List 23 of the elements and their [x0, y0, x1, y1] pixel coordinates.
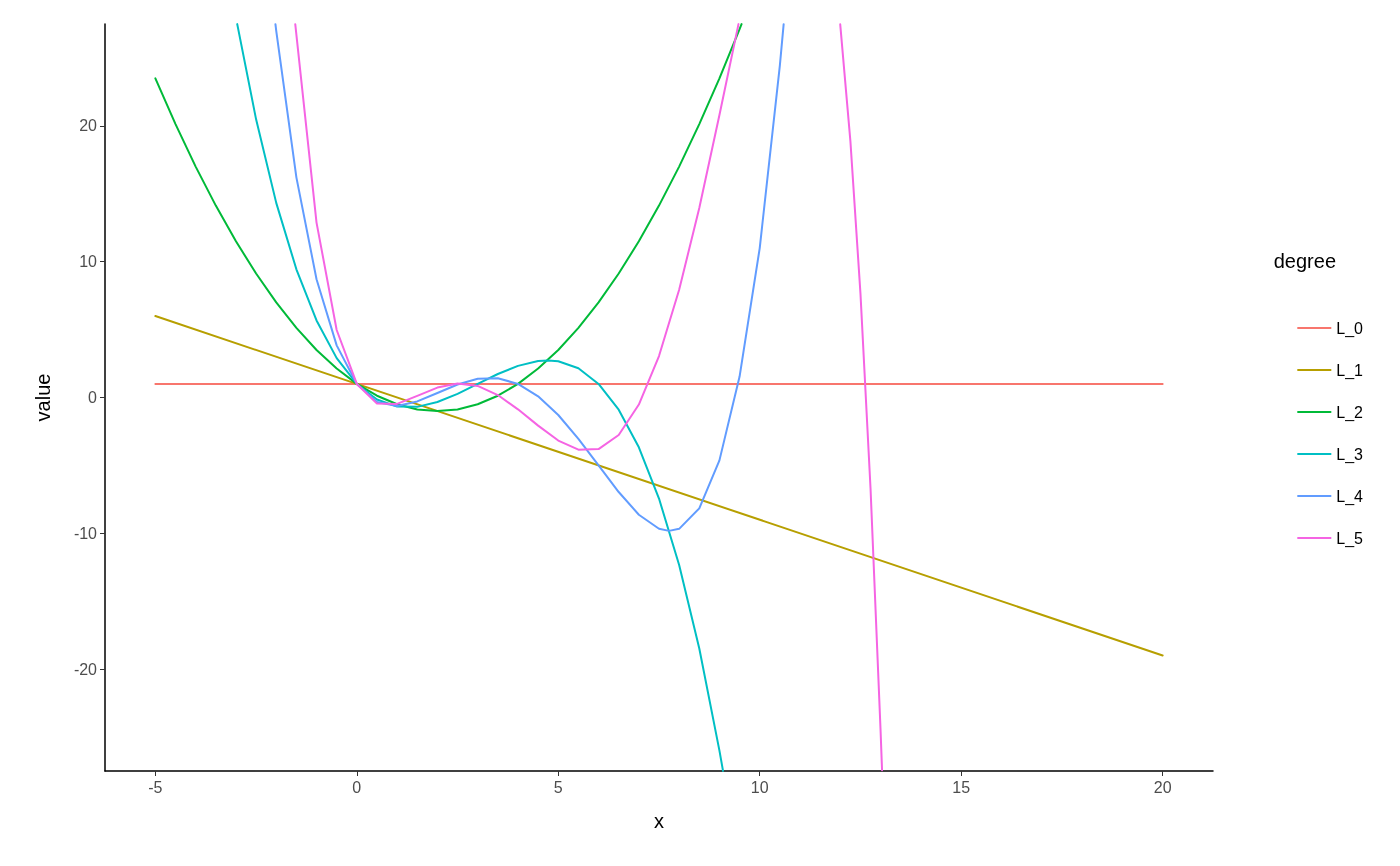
- x-axis-title: x: [654, 810, 664, 832]
- x-tick-label: 0: [352, 778, 362, 796]
- legend-label: L_4: [1336, 487, 1364, 506]
- y-tick-label: 10: [79, 253, 98, 271]
- legend-title: degree: [1273, 250, 1337, 272]
- line-series: [274, 23, 785, 532]
- legend-label: L_3: [1336, 445, 1364, 464]
- y-tick-label: 0: [88, 389, 98, 406]
- legend-label: L_1: [1336, 361, 1364, 380]
- y-tick-label: -10: [73, 524, 98, 542]
- line-series: [154, 23, 743, 413]
- x-tick-label: 20: [1153, 778, 1172, 796]
- y-tick-label: 20: [79, 117, 98, 135]
- y-tick-label: -20: [73, 660, 98, 678]
- legend-label: L_2: [1336, 403, 1364, 422]
- line-series: [236, 23, 725, 772]
- x-tick-label: 5: [553, 778, 563, 796]
- legend-label: L_0: [1336, 319, 1364, 338]
- x-tick-label: -5: [148, 778, 163, 796]
- x-tick-label: 10: [750, 778, 769, 796]
- legend-label: L_5: [1336, 529, 1364, 548]
- y-axis-title: value: [32, 373, 54, 422]
- x-tick-label: 15: [952, 778, 971, 796]
